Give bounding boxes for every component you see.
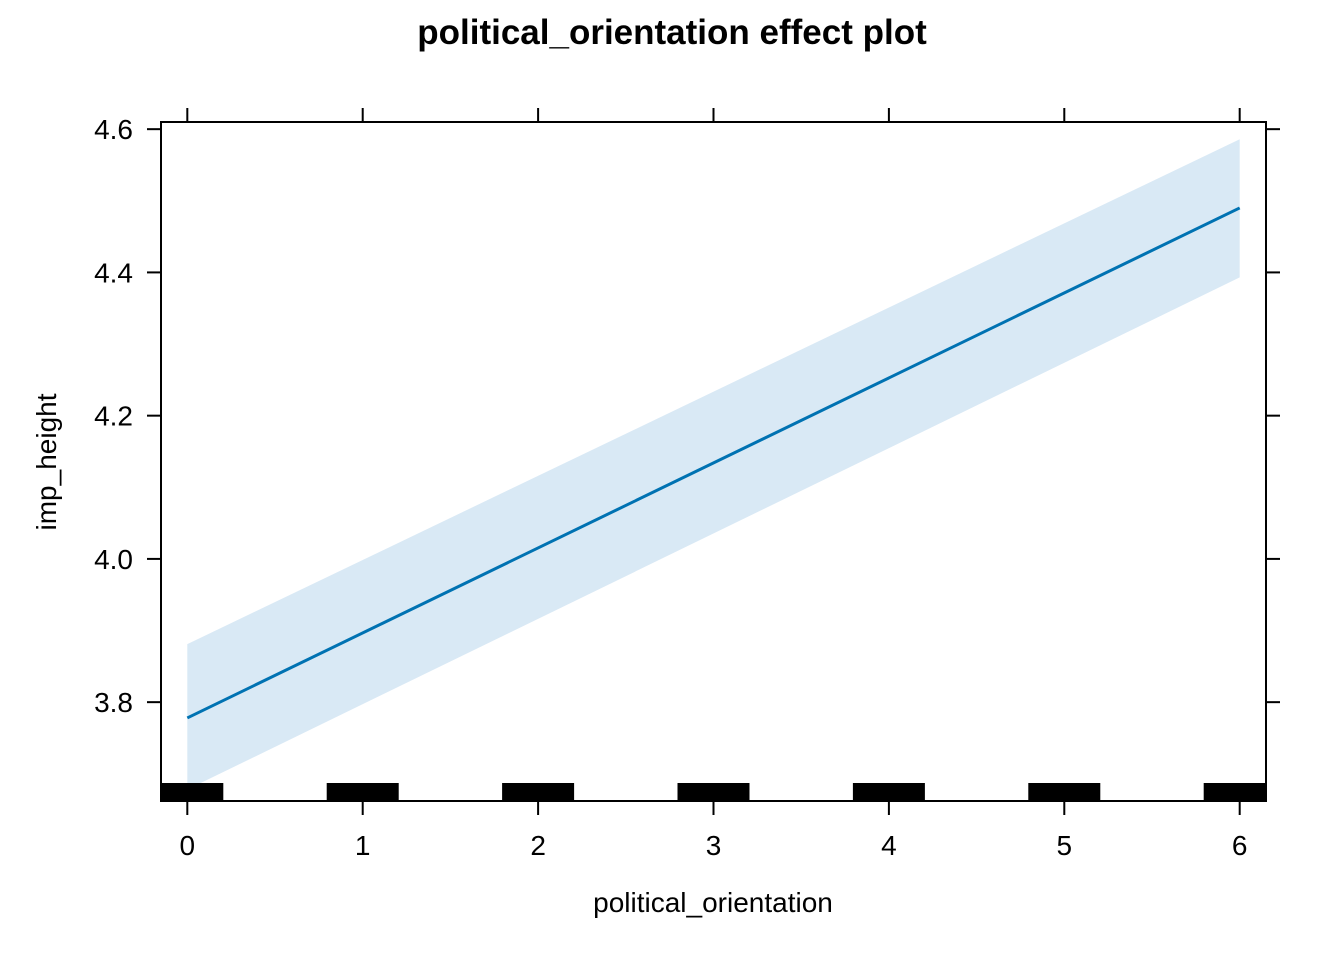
x-tick-label: 0 xyxy=(180,830,196,861)
rug-mark xyxy=(326,783,399,801)
y-tick-label: 4.2 xyxy=(94,401,133,432)
y-axis-title: imp_height xyxy=(31,393,62,530)
x-tick-label: 5 xyxy=(1057,830,1073,861)
x-tick-label: 4 xyxy=(881,830,897,861)
y-tick-label: 4.4 xyxy=(94,257,133,288)
plot-area: 0 1 2 3 4 5 6 3.8 4.0 4.2 4.4 4.6 xyxy=(94,108,1280,861)
rug-mark xyxy=(1203,783,1266,801)
rug-mark xyxy=(852,783,925,801)
x-axis-title: political_orientation xyxy=(593,887,833,918)
y-tick-label: 4.0 xyxy=(94,544,133,575)
effect-line xyxy=(186,206,1241,720)
rug-mark xyxy=(161,783,224,801)
x-tick-label: 2 xyxy=(530,830,546,861)
rug-mark xyxy=(1028,783,1101,801)
rug-mark xyxy=(677,783,750,801)
x-tick-label: 3 xyxy=(706,830,722,861)
y-tick-label: 4.6 xyxy=(94,114,133,145)
x-tick-label: 1 xyxy=(355,830,371,861)
chart-title: political_orientation effect plot xyxy=(417,13,927,52)
x-tick-label: 6 xyxy=(1232,830,1248,861)
rug-mark xyxy=(502,783,575,801)
y-tick-label: 3.8 xyxy=(94,687,133,718)
